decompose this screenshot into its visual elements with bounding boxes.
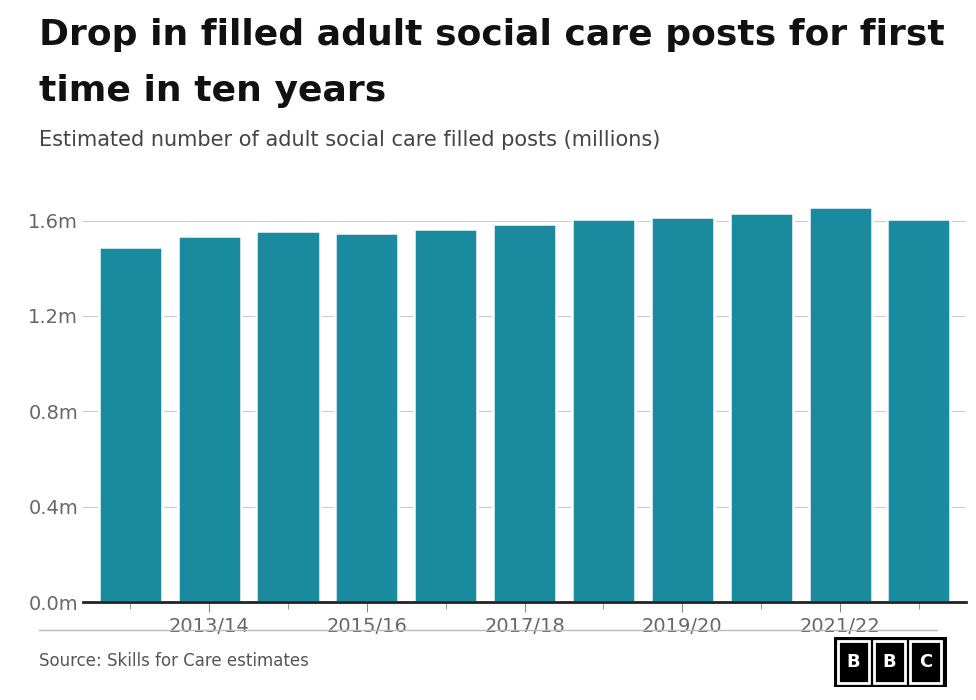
Text: Estimated number of adult social care filled posts (millions): Estimated number of adult social care fi… <box>39 130 661 150</box>
Bar <box>99 247 162 602</box>
Bar <box>257 231 319 602</box>
Bar <box>874 641 905 683</box>
Bar <box>887 219 951 602</box>
Text: Drop in filled adult social care posts for first: Drop in filled adult social care posts f… <box>39 18 945 52</box>
Bar <box>336 232 398 602</box>
Text: C: C <box>918 653 932 671</box>
Bar <box>178 236 241 602</box>
Bar <box>414 229 477 602</box>
Bar <box>730 214 793 602</box>
Bar <box>910 641 941 683</box>
Bar <box>493 224 556 602</box>
Bar <box>572 219 635 602</box>
Text: time in ten years: time in ten years <box>39 74 386 108</box>
Bar <box>837 641 870 683</box>
Text: B: B <box>847 653 861 671</box>
Bar <box>808 207 872 602</box>
Bar <box>651 217 713 602</box>
Text: B: B <box>882 653 896 671</box>
Text: Source: Skills for Care estimates: Source: Skills for Care estimates <box>39 652 309 671</box>
